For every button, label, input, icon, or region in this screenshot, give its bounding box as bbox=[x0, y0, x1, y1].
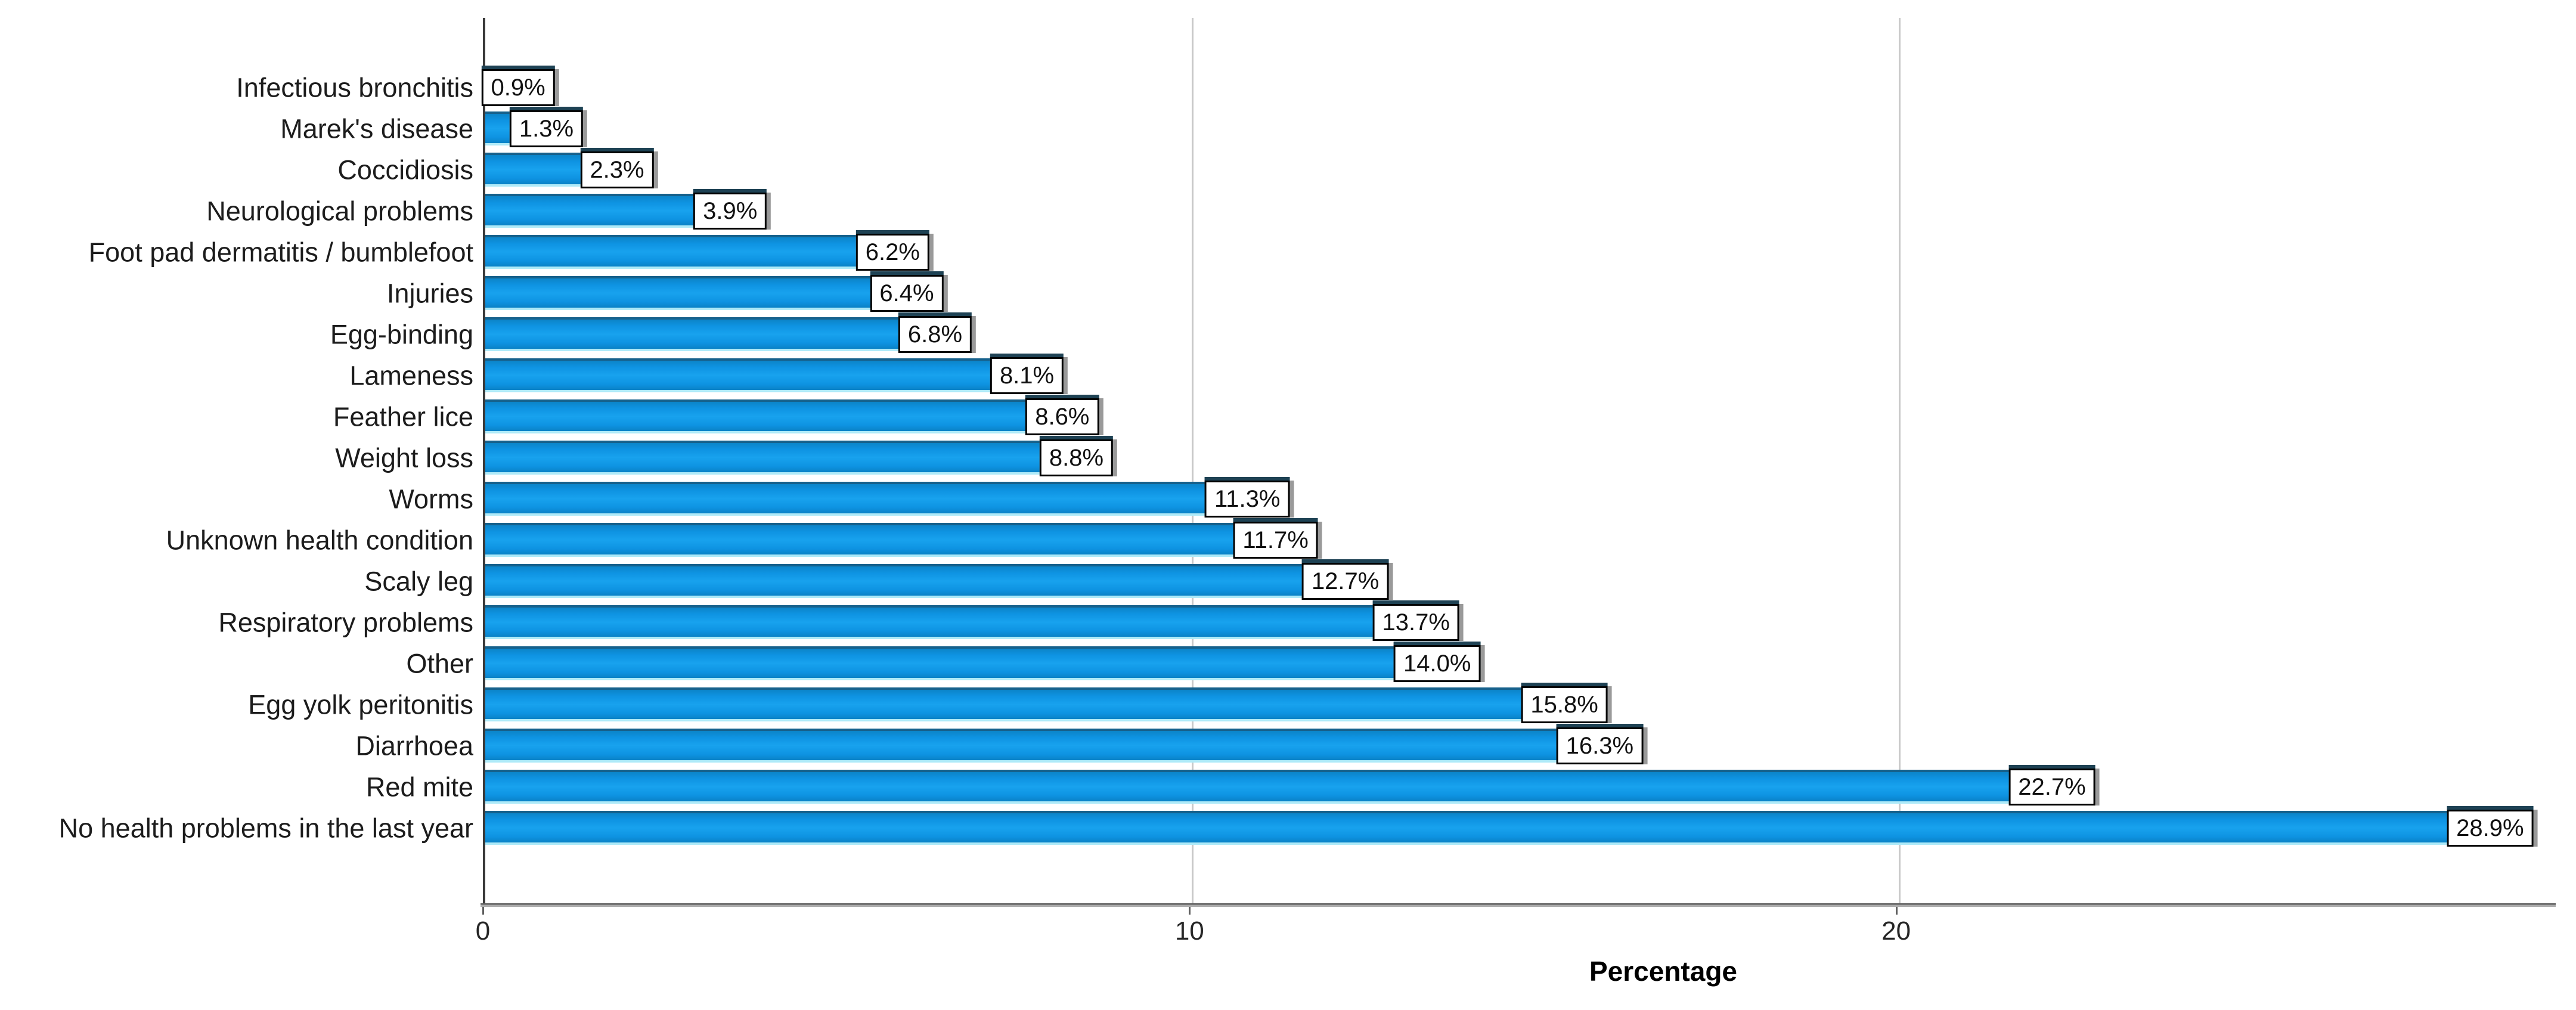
bar bbox=[485, 687, 1602, 721]
bar bbox=[485, 482, 1284, 516]
category-label: Red mite bbox=[365, 772, 473, 802]
category-label: Diarrhoea bbox=[355, 730, 473, 761]
bar-row: Respiratory problems 13.7% bbox=[218, 603, 2556, 641]
bar-row: Marek's disease 1.3% bbox=[280, 110, 2556, 147]
bar-row: Infectious bronchitis 0.9% bbox=[236, 69, 2556, 106]
x-tick-label: 0 bbox=[475, 916, 491, 946]
gridline-20 bbox=[1898, 18, 1901, 903]
bar-row: Weight loss 8.8% bbox=[335, 439, 2556, 476]
gridline-10 bbox=[1192, 18, 1194, 903]
bar bbox=[485, 523, 1312, 557]
bar bbox=[485, 729, 1638, 763]
value-label: 16.3% bbox=[1556, 727, 1644, 764]
category-label: Worms bbox=[389, 484, 473, 514]
bar-row: Foot pad dermatitis / bumblefoot 6.2% bbox=[89, 233, 2556, 271]
bar-row: Scaly leg 12.7% bbox=[364, 562, 2556, 600]
bar-row: Red mite 22.7% bbox=[366, 768, 2556, 805]
value-label: 2.3% bbox=[580, 151, 654, 188]
bar bbox=[485, 770, 2090, 804]
value-label: 8.1% bbox=[990, 357, 1064, 394]
category-label: Marek's disease bbox=[280, 113, 473, 144]
value-label: 13.7% bbox=[1372, 603, 1459, 641]
bar bbox=[485, 399, 1093, 433]
bar bbox=[485, 811, 2528, 845]
category-label: Respiratory problems bbox=[218, 607, 473, 637]
bar-row: Lameness 8.1% bbox=[349, 357, 2556, 394]
bar-row: Other 14.0% bbox=[406, 645, 2556, 682]
x-tick-label: 10 bbox=[1174, 916, 1204, 946]
bar bbox=[485, 235, 923, 269]
bar-rows: Infectious bronchitis 0.9% Marek's disease… bbox=[59, 69, 2556, 852]
bar bbox=[485, 564, 1383, 598]
category-label: Scaly leg bbox=[364, 566, 473, 596]
bar bbox=[485, 605, 1453, 639]
value-label: 15.8% bbox=[1521, 686, 1608, 723]
category-label: Neurological problems bbox=[206, 196, 473, 226]
value-label: 6.8% bbox=[898, 315, 972, 353]
bar-row: Worms 11.3% bbox=[389, 480, 2556, 518]
value-label: 11.7% bbox=[1233, 521, 1318, 559]
value-label: 8.8% bbox=[1039, 439, 1114, 476]
category-label: Lameness bbox=[349, 360, 473, 391]
bar bbox=[485, 646, 1475, 680]
value-label: 14.0% bbox=[1394, 645, 1481, 682]
bar-row: Unknown health condition 11.7% bbox=[166, 521, 2556, 559]
value-label: 1.3% bbox=[509, 110, 584, 147]
value-label: 12.7% bbox=[1301, 562, 1389, 600]
x-tick-mark bbox=[482, 907, 484, 915]
category-label: No health problems in the last year bbox=[58, 813, 473, 843]
bar bbox=[485, 317, 966, 351]
bar-row: Feather lice 8.6% bbox=[333, 398, 2556, 435]
bar-row: No health problems in the last year 28.9% bbox=[59, 809, 2556, 847]
bar-row: Injuries 6.4% bbox=[387, 274, 2556, 312]
x-tick-mark bbox=[1895, 907, 1898, 915]
category-label: Egg-binding bbox=[330, 319, 473, 349]
bar-row: Coccidiosis 2.3% bbox=[337, 151, 2556, 188]
value-label: 6.4% bbox=[870, 274, 944, 312]
category-label: Foot pad dermatitis / bumblefoot bbox=[88, 237, 473, 267]
category-label: Injuries bbox=[386, 278, 473, 308]
category-label: Infectious bronchitis bbox=[236, 72, 473, 103]
bar-row: Egg-binding 6.8% bbox=[330, 315, 2556, 353]
category-label: Coccidiosis bbox=[337, 154, 473, 185]
value-label: 28.9% bbox=[2447, 809, 2534, 847]
category-label: Egg yolk peritonitis bbox=[248, 689, 473, 720]
value-label: 3.9% bbox=[693, 192, 767, 230]
category-label: Feather lice bbox=[333, 401, 473, 432]
bar bbox=[485, 441, 1108, 475]
bar-row: Diarrhoea 16.3% bbox=[355, 727, 2556, 764]
x-axis-title: Percentage bbox=[1589, 956, 1738, 987]
bar bbox=[485, 358, 1058, 392]
value-label: 11.3% bbox=[1204, 480, 1290, 518]
bar-row: Egg yolk peritonitis 15.8% bbox=[248, 686, 2556, 723]
plot-area: Infectious bronchitis 0.9% Marek's disease… bbox=[59, 18, 2556, 903]
x-tick-label: 20 bbox=[1881, 916, 1911, 946]
value-label: 6.2% bbox=[855, 233, 929, 271]
x-tick-mark bbox=[1189, 907, 1191, 915]
bar-row: Neurological problems 3.9% bbox=[206, 192, 2556, 230]
value-label: 22.7% bbox=[2008, 768, 2095, 805]
category-label: Other bbox=[406, 648, 473, 679]
category-label: Unknown health condition bbox=[166, 525, 473, 555]
x-axis-line bbox=[481, 903, 2556, 907]
bar bbox=[485, 276, 938, 310]
value-label: 0.9% bbox=[481, 69, 555, 106]
category-label: Weight loss bbox=[335, 442, 473, 473]
value-label: 8.6% bbox=[1025, 398, 1099, 435]
